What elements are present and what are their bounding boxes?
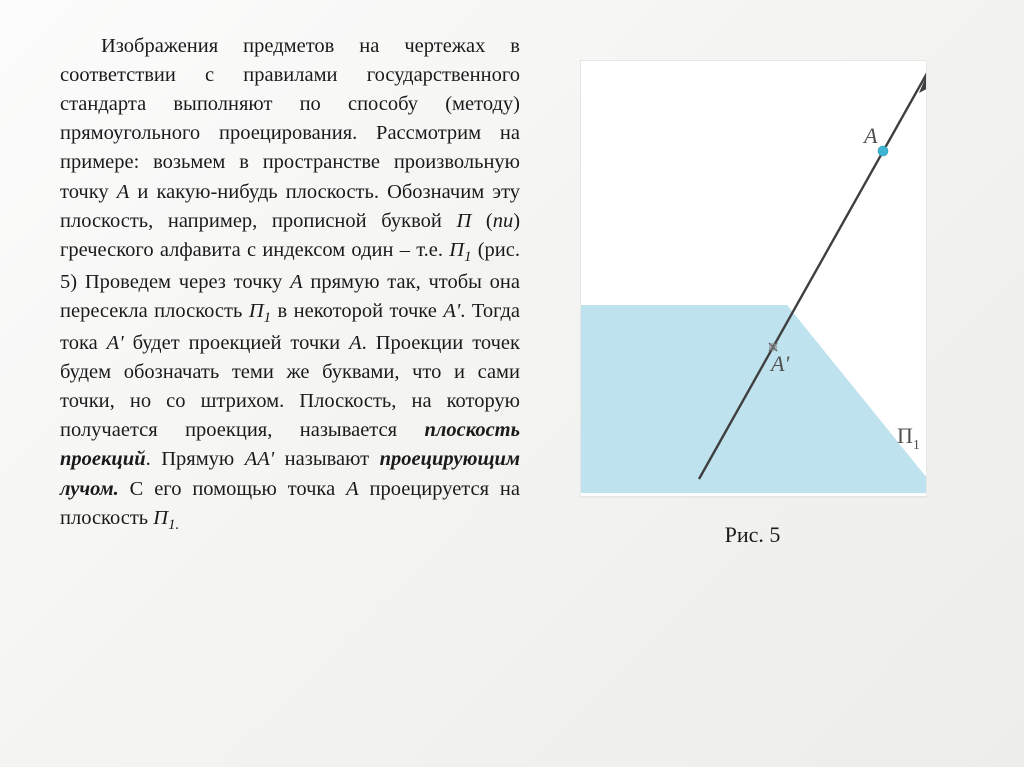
figure-column: A A' П1 Рис. 5	[520, 32, 984, 727]
figure-caption: Рис. 5	[580, 522, 925, 548]
body-paragraph: Изображения предметов на чертежах в соот…	[60, 32, 520, 536]
var-P1: П1	[449, 239, 471, 261]
var-P1: П1.	[153, 507, 179, 529]
text-run: в некоторой точке	[271, 300, 443, 322]
var-pi: пи	[493, 210, 514, 232]
label-Aprime: A'	[769, 351, 789, 376]
var-A: A	[349, 332, 362, 354]
var-A: A	[346, 478, 359, 500]
projection-diagram: A A' П1	[581, 61, 926, 496]
var-A: A	[290, 271, 303, 293]
text-run: Изображения предметов на чертежах в соот…	[60, 35, 520, 203]
var-Aprime: A'	[107, 332, 124, 354]
var-A: A	[117, 181, 130, 203]
text-run: будет проекцией точки	[124, 332, 349, 354]
text-run: называют	[274, 448, 379, 470]
figure-frame: A A' П1	[580, 60, 927, 497]
var-Aprime: A'	[443, 300, 460, 322]
body-text-column: Изображения предметов на чертежах в соот…	[60, 32, 520, 727]
var-P: П	[456, 210, 471, 232]
label-A: A	[862, 123, 878, 148]
var-AAprime: АА'	[245, 448, 274, 470]
point-A-marker	[878, 146, 888, 156]
var-P1: П1	[249, 300, 271, 322]
slide-page: Изображения предметов на чертежах в соот…	[0, 0, 1024, 767]
text-run: С его помощью точка	[119, 478, 346, 500]
text-run: (	[471, 210, 492, 232]
text-run: и какую-нибудь плоскость. Обозначим эту …	[60, 181, 520, 232]
text-run: . Прямую	[146, 448, 245, 470]
